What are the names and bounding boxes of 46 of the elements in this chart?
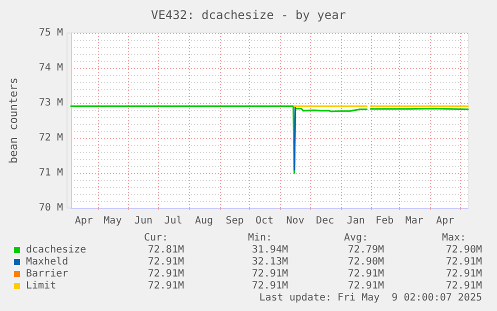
text: Min: [248,232,272,244]
text: 72.91M [348,280,384,292]
x-tick-label: May [104,216,122,226]
legend-label: Limit [26,280,56,292]
text: Avg: [344,232,368,244]
x-tick-label: Nov [286,216,304,226]
y-tick-label: 71 M [38,168,63,178]
text: Max: [442,232,466,244]
text: 72.81M [148,244,184,256]
y-tick-label: 73 M [38,98,63,108]
x-tick-label: Jun [134,216,152,226]
x-tick-label: Aug [194,216,214,226]
text: Cur: [144,232,168,244]
y-tick-label: 72 M [38,132,63,144]
text: 72.91M [148,268,184,280]
x-tick-label: Apr [436,216,454,226]
legend-label: Barrier [26,268,68,280]
x-tick-label: Mar [405,216,424,226]
text: 72.91M [446,280,482,292]
text: 72.91M [446,256,482,268]
y-axis-title: bean counters [7,77,20,164]
y-tick-label: 74 M [38,62,63,74]
x-tick-label: Oct [256,216,274,226]
x-tick-label: Apr [74,216,93,226]
text: 72.91M [348,268,384,280]
text: 72.90M [348,256,384,268]
chart-title: VE432: dcachesize - by year [150,8,346,22]
text: 31.94M [252,244,288,256]
x-tick-label: Dec [316,216,334,226]
text: 72.79M [348,244,384,256]
legend-label: dcachesize [26,244,86,256]
x-tick-label: Feb [376,216,394,226]
x-tick-label: Sep [226,216,244,226]
x-tick-label: Jul [164,216,182,226]
text: 72.90M [446,244,482,256]
text: 72.91M [252,280,288,292]
y-tick-label: 70 M [38,202,63,214]
text: 72.91M [148,256,184,268]
y-tick-label: 75 M [38,28,63,38]
text: Last update: Fri May 9 02:00:07 2025 [259,292,482,304]
text: 72.91M [252,268,288,280]
text: 72.91M [148,280,184,292]
legend-label: Maxheld [26,256,68,268]
x-tick-label: Jan [346,216,365,226]
text: 72.91M [446,268,482,280]
text: 32.13M [252,256,288,268]
